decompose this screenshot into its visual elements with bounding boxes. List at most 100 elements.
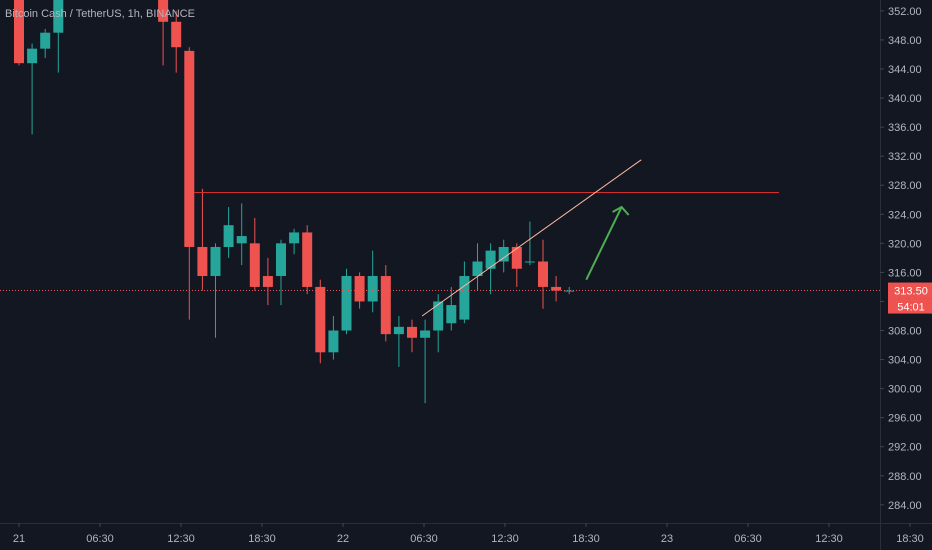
candle-body — [328, 330, 339, 353]
y-tick-label: 296.00 — [888, 413, 922, 425]
candle[interactable] — [53, 0, 64, 73]
candle[interactable] — [249, 217, 260, 291]
x-tick-label: 18:30 — [896, 533, 924, 545]
candle-body — [302, 232, 313, 287]
candle[interactable] — [485, 243, 496, 295]
candle-body — [236, 236, 247, 244]
candle-body — [420, 330, 431, 338]
y-tick-label: 284.00 — [888, 500, 922, 512]
candle[interactable] — [328, 315, 339, 360]
candle[interactable] — [302, 225, 313, 295]
candle[interactable] — [551, 276, 562, 302]
candle-body — [446, 305, 457, 324]
candle-body — [367, 276, 378, 302]
candle[interactable] — [184, 47, 195, 320]
candle[interactable] — [262, 257, 273, 306]
countdown-badge — [888, 298, 932, 314]
candle[interactable] — [197, 188, 208, 291]
y-tick-label: 308.00 — [888, 326, 922, 338]
candle[interactable] — [289, 228, 300, 255]
candle-body — [407, 326, 417, 338]
forecast-arrow-head — [612, 205, 630, 216]
candle[interactable] — [276, 239, 286, 306]
x-axis[interactable]: 21 06:30 12:30 18:30 22 06:30 12:30 18:30 23 06:3… — [0, 523, 932, 545]
candle-body — [380, 276, 391, 335]
trend-line[interactable] — [421, 159, 642, 317]
candle[interactable] — [14, 0, 24, 66]
candle[interactable] — [538, 239, 548, 309]
candle-body — [498, 246, 509, 262]
y-tick-label: 328.00 — [888, 180, 922, 192]
x-tick-label: 23 — [661, 533, 673, 545]
x-tick-label: 22 — [337, 533, 349, 545]
candle[interactable] — [171, 10, 182, 73]
candle[interactable] — [27, 43, 38, 135]
candle-body — [184, 50, 195, 247]
x-tick-label: 12:30 — [815, 533, 843, 545]
candle[interactable] — [393, 315, 404, 367]
candle-body — [564, 290, 575, 292]
candle[interactable] — [564, 286, 575, 295]
candle[interactable] — [407, 319, 417, 353]
x-tick-label: 06:30 — [734, 533, 762, 545]
candle[interactable] — [446, 286, 457, 331]
candle-body — [315, 286, 326, 353]
y-tick-label: 300.00 — [888, 384, 922, 396]
candle-body — [158, 0, 169, 22]
candle[interactable] — [40, 29, 51, 59]
forecast-arrow[interactable] — [585, 206, 623, 281]
candle[interactable] — [420, 319, 431, 404]
candle-body — [276, 243, 286, 277]
candle[interactable] — [498, 239, 509, 273]
y-tick-label: 340.00 — [888, 93, 922, 105]
candle-body — [210, 246, 221, 277]
candle[interactable] — [524, 221, 535, 266]
candle-body — [485, 250, 496, 269]
y-tick-label: 352.00 — [888, 6, 922, 18]
x-tick-label: 12:30 — [491, 533, 519, 545]
plot-area[interactable] — [0, 0, 880, 404]
candle-body — [289, 232, 300, 244]
candle-body — [40, 32, 51, 49]
x-tick-label: 12:30 — [167, 533, 195, 545]
y-tick-label: 324.00 — [888, 209, 922, 221]
candle-body — [262, 276, 273, 287]
candle-body — [249, 243, 260, 287]
y-tick-label: 304.00 — [888, 355, 922, 367]
candle[interactable] — [367, 250, 378, 313]
x-tick-label: 18:30 — [248, 533, 276, 545]
candle[interactable] — [315, 279, 326, 364]
candle[interactable] — [433, 294, 444, 353]
y-tick-label: 348.00 — [888, 35, 922, 47]
y-tick-label: 336.00 — [888, 122, 922, 134]
candle-body — [433, 301, 444, 331]
candle-body — [27, 48, 38, 64]
candle[interactable] — [210, 243, 221, 338]
candle[interactable] — [354, 272, 365, 309]
chart-title: Bitcoin Cash / TetherUS, 1h, BINANCE — [5, 8, 195, 20]
candle[interactable] — [341, 268, 352, 335]
candle[interactable] — [472, 243, 483, 291]
y-tick-label: 344.00 — [888, 64, 922, 76]
candle-body — [393, 326, 404, 335]
countdown-label: 54:01 — [897, 302, 925, 314]
candle-body — [341, 276, 352, 331]
x-tick-label: 06:30 — [410, 533, 438, 545]
candle-body — [53, 0, 64, 33]
y-tick-label: 288.00 — [888, 471, 922, 483]
candle[interactable] — [511, 243, 522, 287]
candle-body — [524, 261, 535, 263]
candle-body — [223, 225, 234, 247]
candle[interactable] — [459, 261, 470, 324]
candle-body — [511, 246, 522, 269]
y-axis[interactable]: 352.00 348.00 344.00 340.00 336.00 332.00 328.… — [880, 0, 922, 550]
candle[interactable] — [158, 0, 169, 66]
candle[interactable] — [380, 265, 391, 342]
candle[interactable] — [236, 203, 247, 266]
current-price-badge — [888, 282, 932, 299]
candle[interactable] — [223, 207, 234, 258]
y-tick-label: 292.00 — [888, 442, 922, 454]
x-tick-label: 21 — [13, 533, 25, 545]
